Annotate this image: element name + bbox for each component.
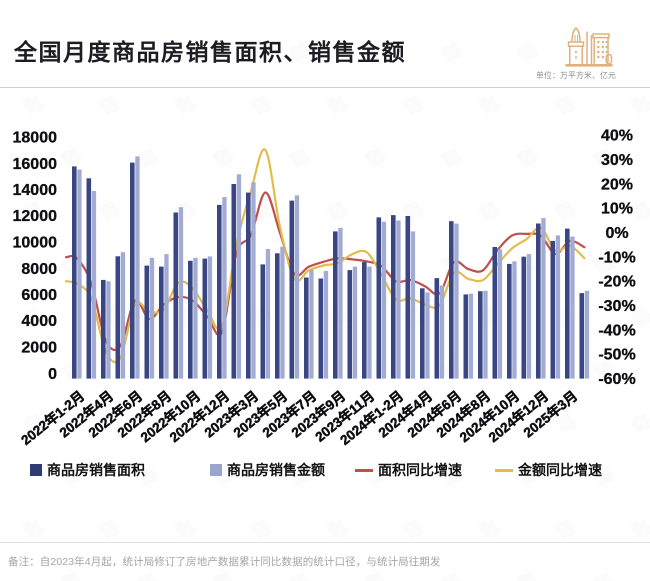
svg-text:4000: 4000 (21, 313, 57, 330)
svg-text:2000: 2000 (21, 340, 57, 357)
svg-text:40%: 40% (601, 128, 633, 145)
svg-text:30%: 30% (601, 152, 633, 169)
svg-text:18000: 18000 (13, 130, 58, 147)
svg-text:-40%: -40% (598, 322, 635, 339)
svg-text:6000: 6000 (21, 287, 57, 304)
svg-text:-10%: -10% (598, 249, 635, 266)
svg-text:8000: 8000 (21, 261, 57, 278)
svg-text:0%: 0% (605, 225, 628, 242)
svg-text:14000: 14000 (13, 182, 58, 199)
svg-text:10%: 10% (601, 201, 633, 218)
svg-text:-60%: -60% (598, 371, 635, 388)
svg-text:-50%: -50% (598, 347, 635, 364)
svg-text:20%: 20% (601, 176, 633, 193)
svg-text:16000: 16000 (13, 156, 58, 173)
svg-text:10000: 10000 (13, 235, 58, 252)
svg-text:12000: 12000 (13, 208, 58, 225)
svg-text:-30%: -30% (598, 298, 635, 315)
svg-text:-20%: -20% (598, 274, 635, 291)
svg-text:0: 0 (48, 366, 57, 383)
